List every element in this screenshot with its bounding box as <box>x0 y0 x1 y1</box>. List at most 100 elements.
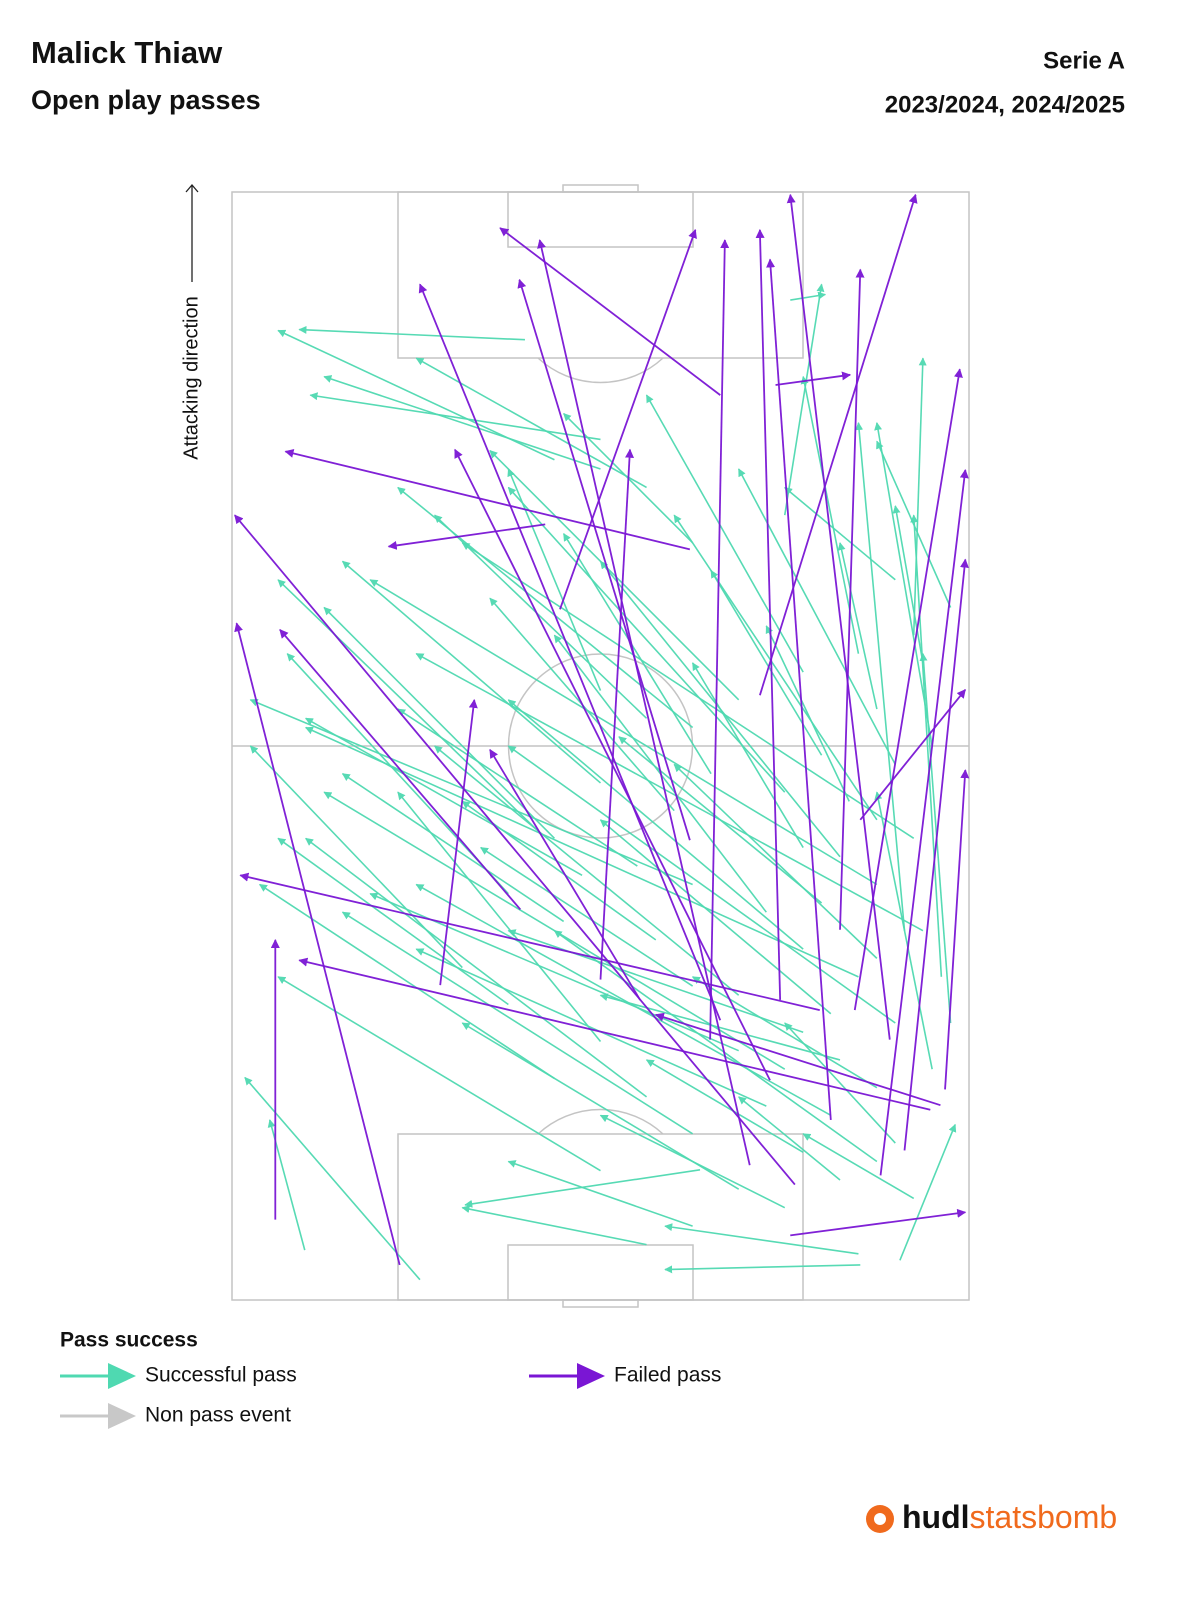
direction-label: Attacking direction <box>180 296 202 459</box>
pass-arrow <box>738 1096 841 1181</box>
pass-arrow <box>553 930 878 1163</box>
direction-indicator: Attacking direction <box>180 184 202 460</box>
pass-arrow <box>559 229 697 610</box>
pass-arrow <box>305 717 583 876</box>
pass-arrow <box>507 699 804 950</box>
pass-arrow <box>434 514 648 719</box>
pass-arrow <box>599 448 635 980</box>
pass-arrow <box>239 872 820 1011</box>
pass-arrow <box>673 514 878 821</box>
pass-arrow <box>599 819 832 1015</box>
pass-arrow <box>341 560 602 784</box>
pass-arrow <box>341 773 565 923</box>
pass-arrow <box>305 837 648 1098</box>
pass-arrow <box>874 791 933 1070</box>
pass-arrow <box>397 486 694 729</box>
pass-arrow <box>249 745 463 969</box>
pass-arrow <box>786 193 891 1040</box>
pass-arrow <box>507 929 804 1033</box>
pass-arrow <box>284 448 691 551</box>
pass-arrow <box>489 449 740 701</box>
pass-arrow <box>903 558 969 1151</box>
pass-arrow <box>323 375 601 470</box>
pass-arrow <box>853 368 963 1011</box>
pass-arrow <box>562 532 712 775</box>
pass-arrow <box>298 957 931 1111</box>
pass-arrow <box>944 769 970 1090</box>
pass-arrow <box>784 1022 896 1144</box>
passes <box>234 193 970 1281</box>
logo: hudlstatsbomb <box>866 1499 1117 1535</box>
svg-text:hudlstatsbomb: hudlstatsbomb <box>902 1499 1117 1535</box>
pass-arrow <box>874 422 933 747</box>
pitch <box>231 184 970 1308</box>
pass-arrow <box>837 542 878 710</box>
pass-arrow <box>507 468 602 691</box>
pass-arrow <box>323 791 786 1070</box>
pass-arrow <box>664 1264 861 1274</box>
pass-arrow <box>599 993 841 1061</box>
logo-light: statsbomb <box>970 1499 1118 1535</box>
legend: Successful pass Failed pass Non pass event <box>60 1363 721 1429</box>
logo-bold: hudl <box>902 1499 970 1535</box>
pass-arrow <box>710 569 823 756</box>
pass-arrow <box>244 1076 421 1281</box>
pass-arrow <box>691 976 878 1089</box>
legend-arrowhead <box>108 1363 136 1389</box>
pass-arrow <box>480 846 694 987</box>
pass-arrow <box>369 579 878 886</box>
pass-arrow <box>599 1114 786 1209</box>
pass-arrow <box>709 239 730 1040</box>
pass-arrow <box>755 228 782 1000</box>
competition: Serie A <box>1043 47 1125 74</box>
pass-arrow <box>783 283 825 516</box>
pass-arrow <box>899 1123 957 1261</box>
pass-arrow <box>892 505 924 664</box>
pass-arrow <box>489 748 641 1001</box>
pass-arrow <box>461 1205 647 1246</box>
pass-arrow <box>418 283 722 1021</box>
pass-arrow <box>839 268 865 930</box>
pass-arrow <box>277 329 555 461</box>
pass-arrow <box>673 763 878 959</box>
pass-arrow <box>439 698 478 986</box>
title: Malick Thiaw <box>31 35 223 70</box>
pass-arrow <box>277 579 537 830</box>
pass-arrow <box>464 1169 701 1208</box>
pass-arrow <box>664 1223 859 1255</box>
subtitle: Open play passes <box>31 85 261 115</box>
pass-arrow <box>277 976 601 1172</box>
pass-arrow <box>645 394 804 673</box>
pass-arrow <box>323 606 556 839</box>
pass-arrow <box>279 628 522 911</box>
pass-arrow <box>759 193 918 696</box>
legend-title: Pass success <box>60 1329 198 1352</box>
pass-arrow <box>802 1133 915 1200</box>
pass-arrow <box>277 837 509 1006</box>
pass-arrow <box>258 883 555 1080</box>
pass-arrow <box>298 325 525 341</box>
pass-arrow <box>654 1012 941 1107</box>
pass-arrow <box>855 422 906 931</box>
pass-arrow <box>910 514 943 977</box>
pass-arrow <box>645 1059 804 1153</box>
seasons: 2023/2024, 2024/2025 <box>885 91 1125 118</box>
pass-arrow <box>415 357 647 489</box>
legend-arrowhead <box>577 1363 605 1389</box>
pass-arrow <box>234 514 796 1186</box>
pass-arrow <box>309 392 601 441</box>
pass-arrow <box>517 278 691 841</box>
pass-arrow <box>234 622 401 1266</box>
legend-label: Successful pass <box>145 1364 297 1387</box>
pass-arrow <box>618 736 823 904</box>
pass-arrow <box>507 745 896 1024</box>
pass-arrow <box>537 239 751 1166</box>
pass-arrow <box>790 1208 967 1237</box>
pass-arrow <box>341 911 694 1135</box>
pass-arrow <box>691 662 804 848</box>
pass-arrow <box>765 625 850 802</box>
pass-arrow <box>304 726 859 978</box>
pass-arrow <box>912 357 927 636</box>
pass-arrow <box>790 291 827 301</box>
